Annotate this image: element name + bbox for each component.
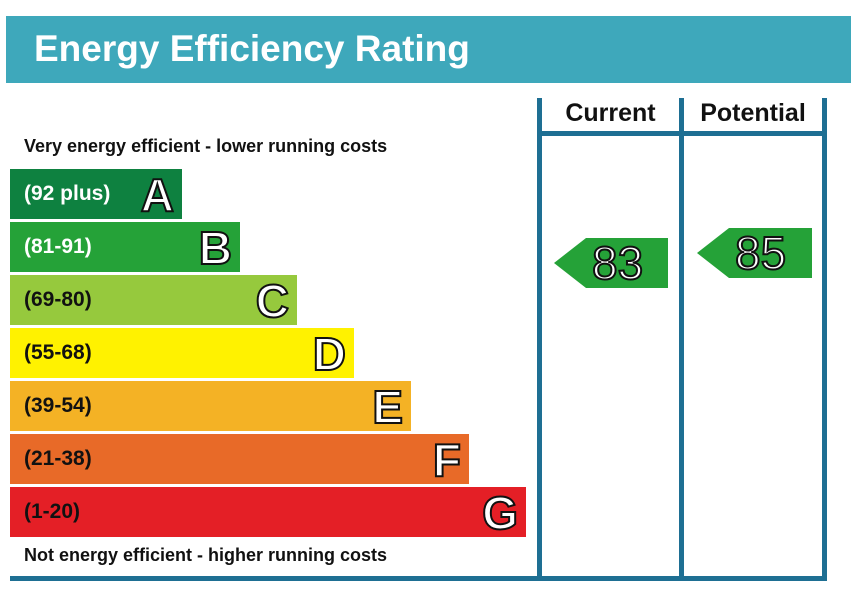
current-column-header: Current [565, 99, 656, 127]
potential-arrow-shape [697, 228, 812, 278]
band-range-label: (1-20) [24, 500, 81, 523]
band-c: (69-80) C [10, 274, 297, 328]
frame-line-middle [679, 98, 684, 580]
band-letter: F [432, 433, 462, 487]
bottom-border [10, 576, 827, 581]
band-letter: D [312, 327, 347, 381]
frame-line-right [822, 98, 827, 580]
current-rating-arrow: 83 [554, 237, 668, 289]
band-range-label: (39-54) [24, 394, 92, 417]
band-range-label: (92 plus) [24, 182, 111, 205]
band-letter: C [255, 274, 290, 328]
band-g: (1-20) G [10, 486, 526, 540]
band-d: (55-68) D [10, 327, 354, 381]
band-range-label: (21-38) [24, 447, 92, 470]
band-letter: G [481, 486, 519, 540]
band-b: (81-91) B [10, 221, 240, 275]
current-arrow-shape [554, 238, 668, 288]
header-divider [537, 131, 827, 136]
band-e: (39-54) E [10, 380, 411, 434]
band-range-label: (81-91) [24, 235, 92, 258]
band-letter: E [371, 380, 404, 434]
top-caption: Very energy efficient - lower running co… [24, 136, 388, 156]
title-bar: Energy Efficiency Rating [6, 16, 851, 83]
current-rating-value: 83 [591, 237, 644, 289]
band-range-label: (55-68) [24, 341, 92, 364]
frame-line-left [537, 98, 542, 580]
bottom-caption: Not energy efficient - higher running co… [24, 545, 388, 565]
potential-rating-value: 85 [734, 227, 787, 279]
potential-column-header: Potential [700, 99, 806, 127]
potential-rating-arrow: 85 [697, 227, 812, 279]
band-range-label: (69-80) [24, 288, 92, 311]
chart-title: Energy Efficiency Rating [34, 28, 470, 69]
band-letter: B [198, 221, 233, 275]
band-letter: A [140, 168, 175, 222]
band-f: (21-38) F [10, 433, 469, 487]
band-a: (92 plus) A [10, 168, 182, 222]
